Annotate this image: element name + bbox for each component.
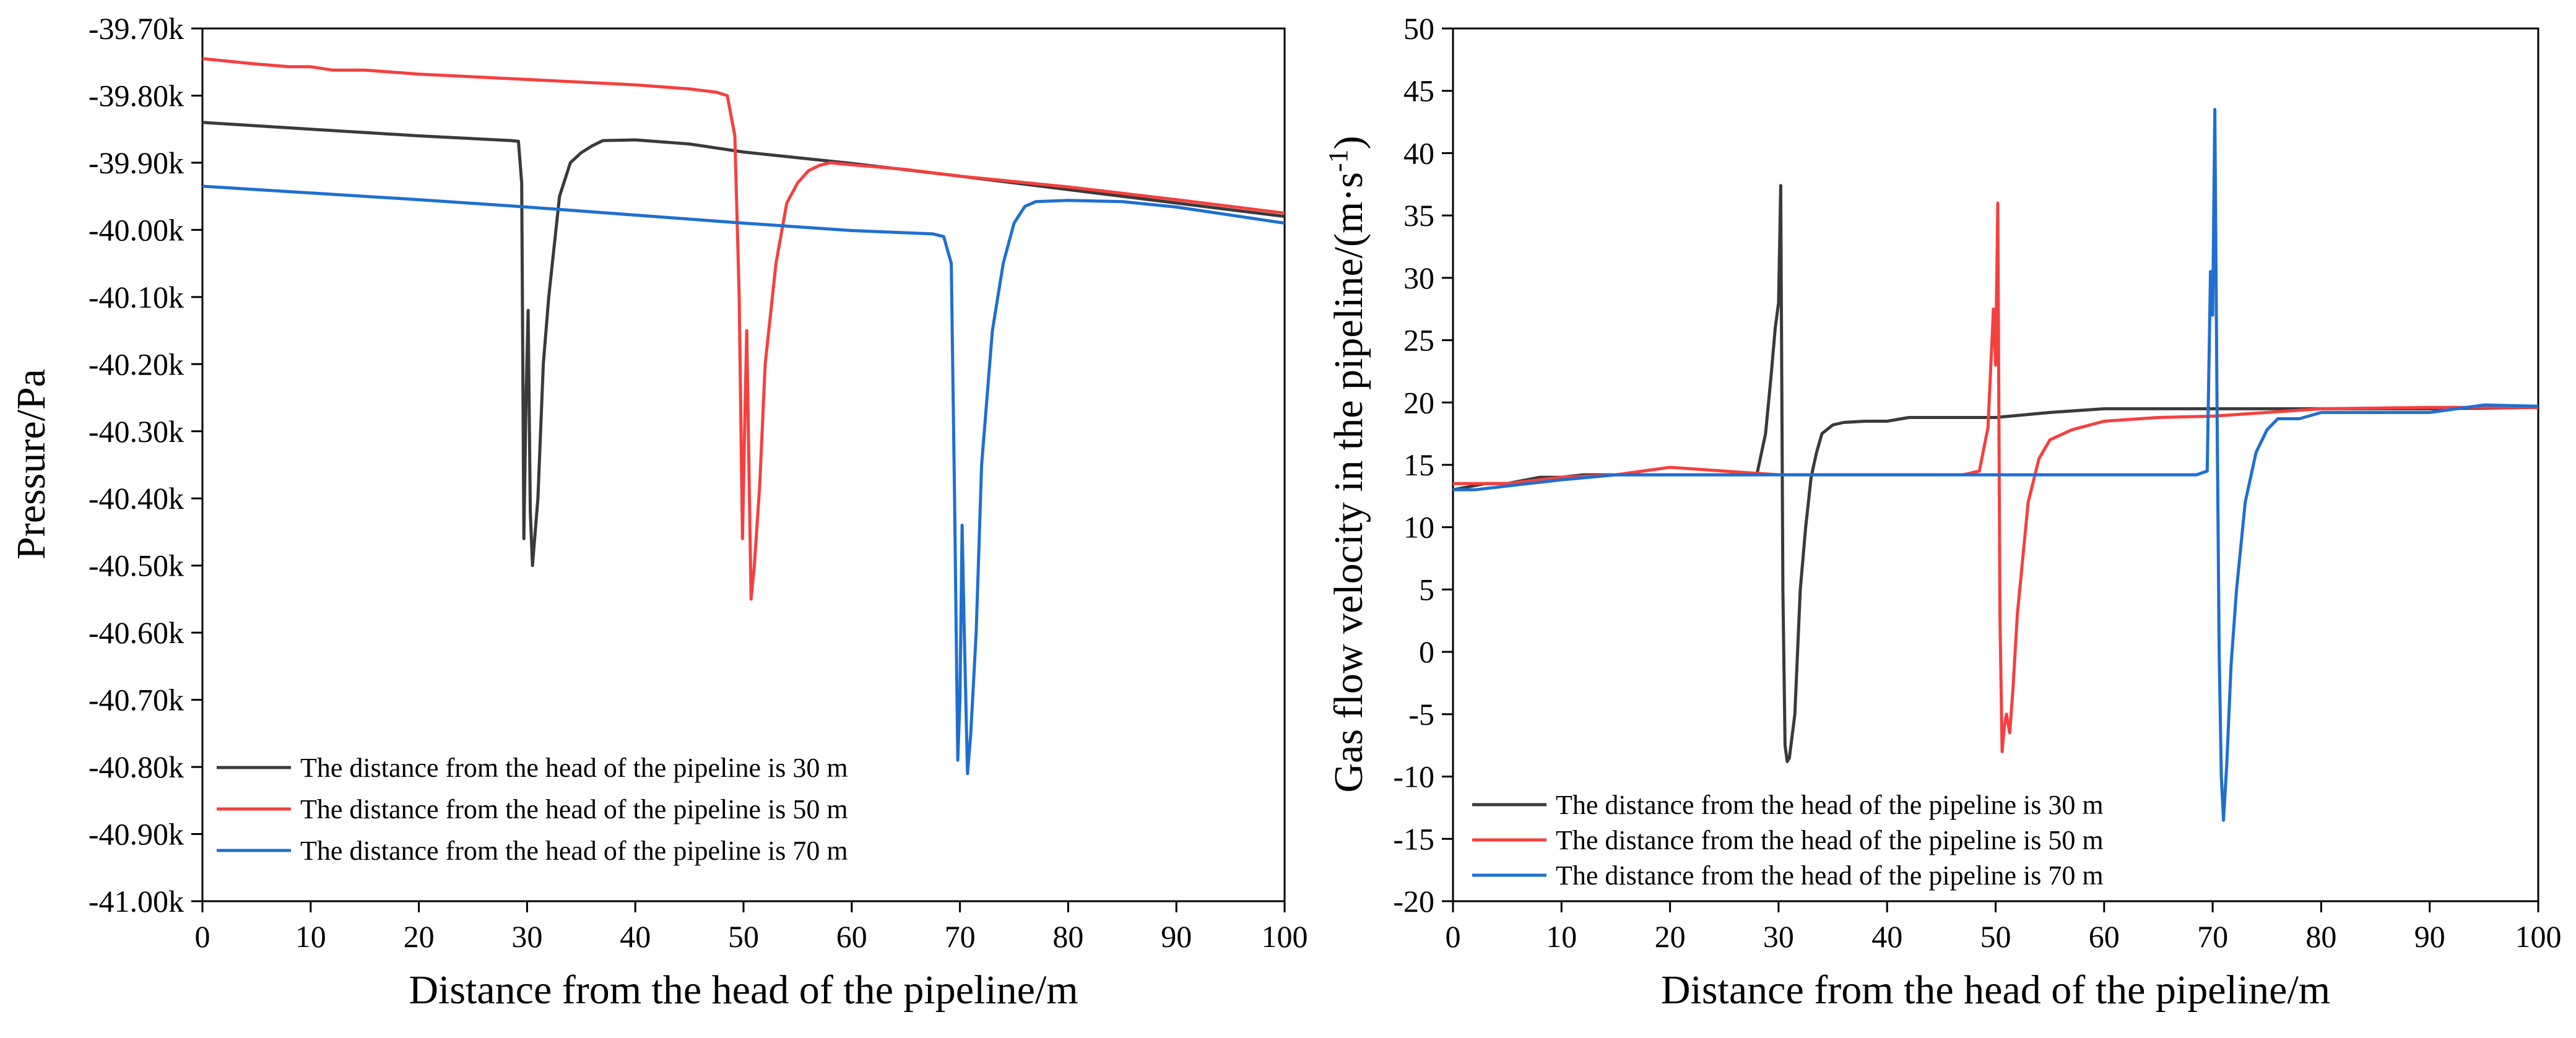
chart1-x-tick-label: 50 (728, 919, 759, 954)
chart1-x-tick-label: 20 (404, 919, 435, 954)
chart1-series-line-1 (202, 121, 1285, 568)
chart2-x-tick-label: 30 (1763, 919, 1794, 954)
chart2-x-tick-label: 70 (2197, 919, 2228, 954)
chart2-x-tick-label: 50 (1980, 919, 2011, 954)
chart1-legend-label-1: The distance from the head of the pipeli… (300, 753, 848, 783)
chart2-y-tick-label: 50 (1403, 11, 1434, 46)
chart2-y-axis-title: Gas flow velocity in the pipeline/(m·s-1… (1323, 136, 1371, 792)
chart1-x-tick-label: 40 (620, 919, 651, 954)
chart2-legend-label-1: The distance from the head of the pipeli… (1556, 790, 2104, 820)
chart2-y-tick-label: 10 (1403, 510, 1434, 545)
chart1-y-tick-label: -39.80k (89, 78, 184, 113)
chart2-y-tick-label: 40 (1403, 136, 1434, 170)
chart2-y-tick-label: 45 (1403, 74, 1434, 108)
chart2-y-axis-title-part: ) (1326, 136, 1371, 149)
chart1-y-tick-label: -40.10k (89, 280, 184, 314)
chart1-y-axis-title: Pressure/Pa (9, 369, 54, 560)
chart2-x-tick-label: 90 (2414, 919, 2445, 954)
chart1-x-tick-label: 70 (945, 919, 976, 954)
chart2-y-tick-label: -10 (1393, 759, 1434, 794)
chart1-x-tick-label: 0 (195, 919, 210, 954)
chart2-y-tick-label: 35 (1403, 198, 1434, 233)
chart1-y-tick-label: -40.90k (89, 817, 184, 852)
chart2-x-tick-label: 10 (1546, 919, 1577, 954)
chart1-y-tick-label: -40.00k (89, 212, 184, 247)
chart1-y-tick-label: -41.00k (89, 884, 184, 919)
chart2-y-axis-title-part: -1 (1323, 149, 1353, 172)
chart2-series-line-3 (1453, 108, 2539, 822)
chart1-x-tick-label: 80 (1052, 919, 1083, 954)
chart1-series-line-3 (202, 184, 1285, 776)
chart2-y-tick-label: 15 (1403, 448, 1434, 482)
chart2-legend-label-3: The distance from the head of the pipeli… (1556, 860, 2104, 891)
chart2-y-tick-label: -5 (1408, 697, 1434, 732)
chart1-x-axis-title: Distance from the head of the pipeline/m (409, 967, 1078, 1013)
chart1-x-tick-label: 30 (511, 919, 542, 954)
chart2-legend-label-2: The distance from the head of the pipeli… (1556, 825, 2104, 855)
chart1-y-tick-label: -40.20k (89, 347, 184, 381)
chart1-y-tick-label: -40.70k (89, 683, 184, 717)
chart1-y-tick-label: -40.30k (89, 414, 184, 449)
chart1-y-tick-label: -39.70k (89, 11, 184, 46)
chart2-plot-frame (1452, 27, 2539, 902)
chart2-x-tick-label: 100 (2515, 919, 2562, 954)
chart1-x-tick-label: 90 (1161, 919, 1192, 954)
chart1-x-tick-label: 60 (836, 919, 867, 954)
chart1-x-tick-label: 10 (295, 919, 326, 954)
chart2-y-axis-title-part: Gas flow velocity in the pipeline/(m·s (1326, 172, 1371, 793)
chart2-y-tick-label: 25 (1403, 323, 1434, 358)
chart2-y-tick-label: 5 (1419, 572, 1434, 607)
chart2-series-line-2 (1453, 201, 2538, 753)
chart1-y-tick-label: -39.90k (89, 145, 184, 180)
chart1-series-line-2 (202, 57, 1285, 601)
chart2-x-tick-label: 0 (1446, 919, 1461, 954)
chart1-y-tick-label: -40.60k (89, 615, 184, 650)
chart2-x-axis-title: Distance from the head of the pipeline/m (1661, 967, 2330, 1013)
chart1-legend-label-2: The distance from the head of the pipeli… (300, 794, 848, 824)
chart2-y-tick-label: 20 (1403, 385, 1434, 420)
chart1-x-tick-label: 100 (1262, 919, 1308, 954)
chart1-y-tick-label: -40.40k (89, 481, 184, 516)
chart2-x-tick-label: 60 (2089, 919, 2120, 954)
chart2-y-tick-label: -20 (1393, 884, 1434, 919)
chart1-y-tick-label: -40.50k (89, 548, 184, 583)
chart2-y-tick-label: 30 (1403, 261, 1434, 295)
chart2-y-tick-label: -15 (1393, 821, 1434, 856)
chart2-x-tick-label: 80 (2305, 919, 2336, 954)
chart2-x-tick-label: 40 (1871, 919, 1902, 954)
chart2-y-tick-label: 0 (1419, 634, 1434, 669)
chart2-x-tick-label: 20 (1655, 919, 1686, 954)
chart1-y-tick-label: -40.80k (89, 750, 184, 784)
chart1-legend-label-3: The distance from the head of the pipeli… (300, 836, 848, 866)
